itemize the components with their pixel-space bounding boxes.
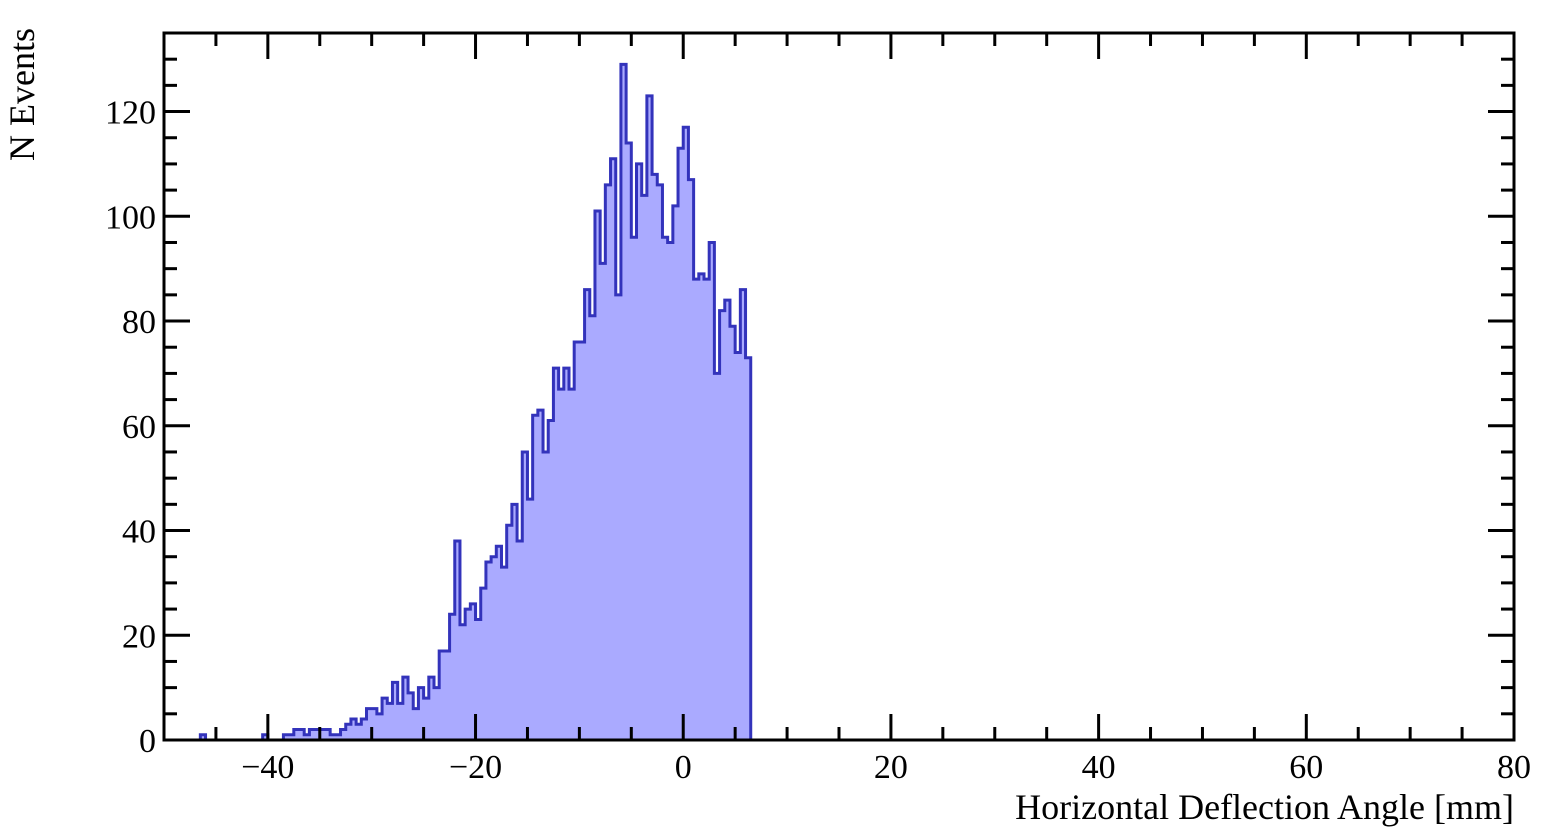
y-axis-tick-labels: 0 20 40 60 80 100 120 [105, 95, 156, 760]
y-tick-label: 20 [122, 618, 156, 655]
x-tick-label: −20 [449, 749, 502, 786]
plot-frame [162, 31, 1516, 742]
y-tick-label: 0 [139, 723, 156, 760]
x-tick-label: 0 [675, 749, 692, 786]
x-tick-label: −40 [241, 749, 294, 786]
y-tick-label: 100 [105, 199, 156, 236]
histogram-fill [200, 64, 751, 740]
x-tick-label: 40 [1082, 749, 1116, 786]
y-axis-label: N Events [2, 28, 42, 161]
x-axis-ticks [162, 33, 1516, 740]
x-axis-tick-labels: −40 −20 0 20 40 60 80 [241, 749, 1531, 786]
y-axis-ticks [164, 31, 1514, 742]
y-tick-label: 120 [105, 95, 156, 132]
y-tick-label: 60 [122, 409, 156, 446]
y-tick-label: 40 [122, 514, 156, 551]
x-axis-label: Horizontal Deflection Angle [mm] [1015, 787, 1514, 827]
x-tick-label: 20 [874, 749, 908, 786]
x-tick-label: 60 [1289, 749, 1323, 786]
x-tick-label: 80 [1497, 749, 1531, 786]
histogram-outline [198, 62, 753, 742]
y-tick-label: 80 [122, 304, 156, 341]
